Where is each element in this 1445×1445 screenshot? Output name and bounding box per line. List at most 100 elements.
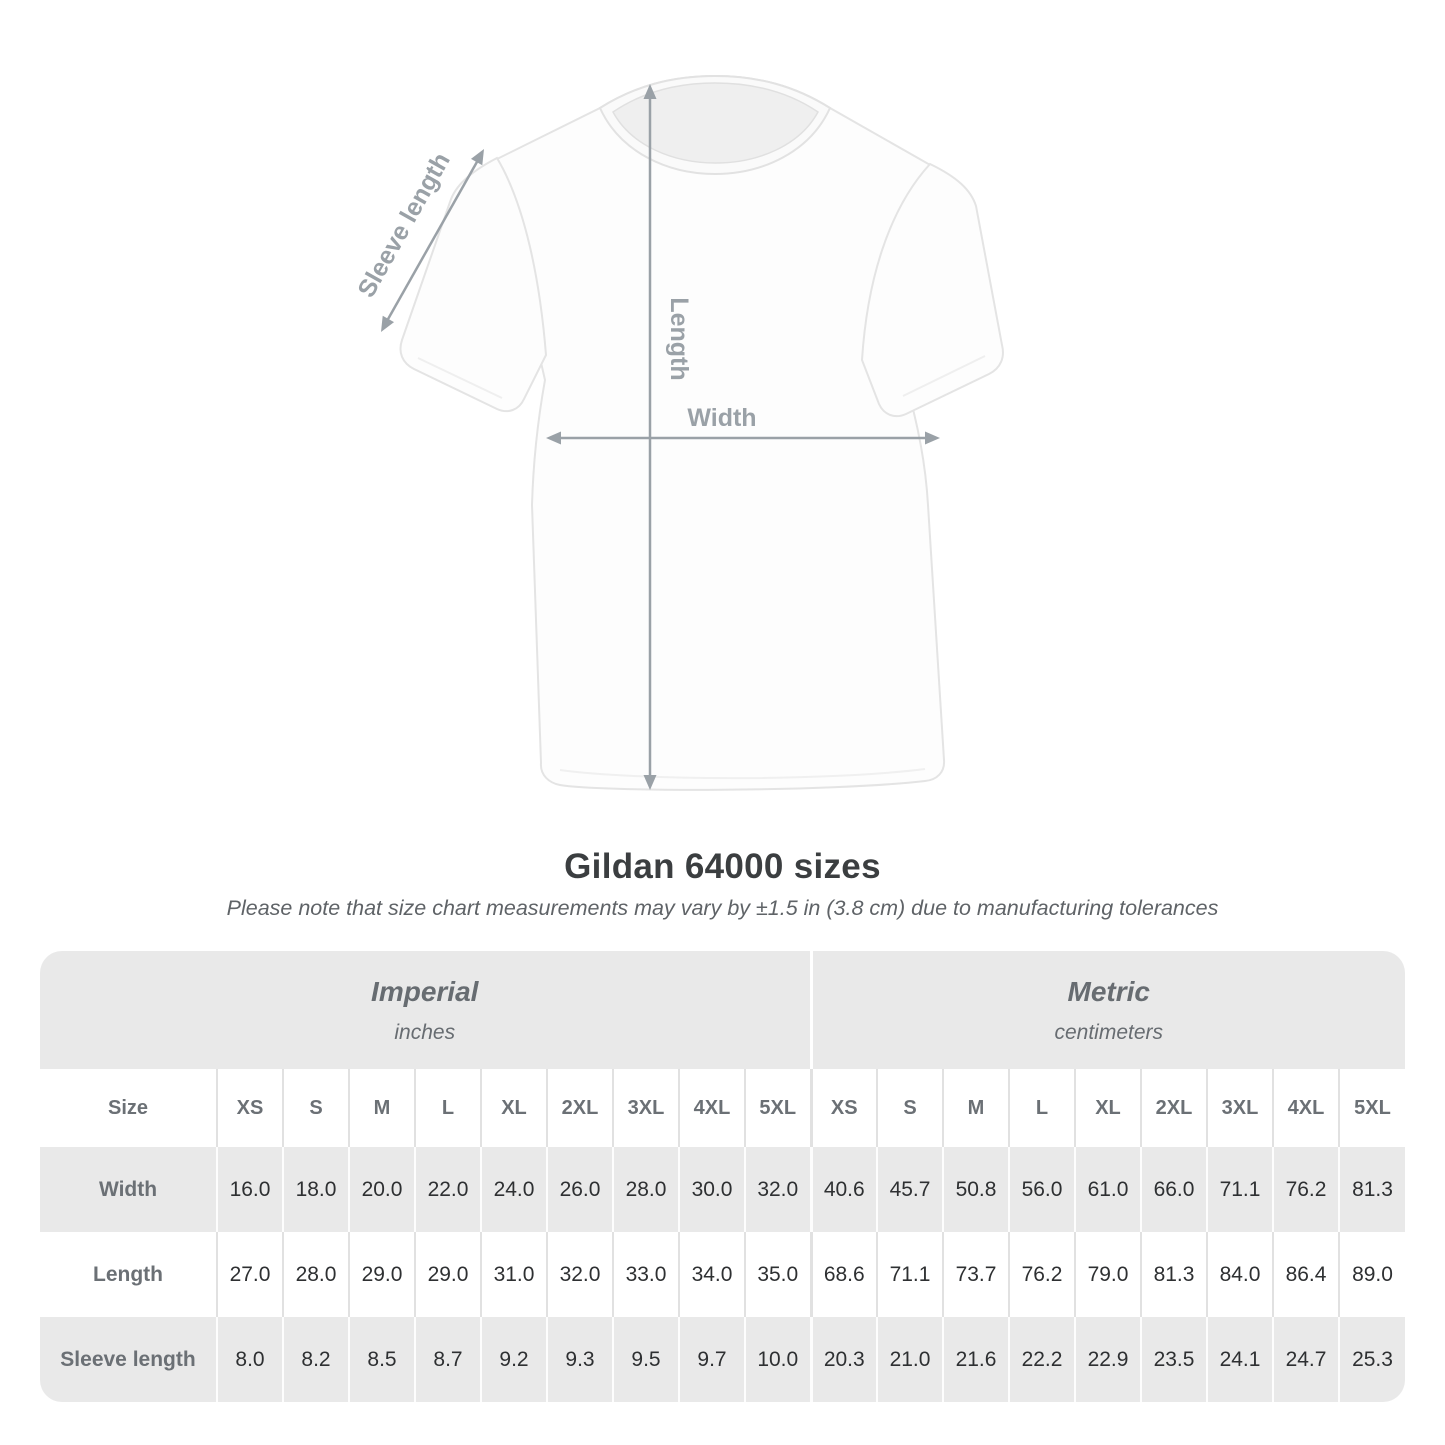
width-label: Width [687,404,756,432]
imperial-header: Imperial inches [40,951,811,1069]
measurement-cell: 10.0 [744,1317,811,1402]
tshirt-left-sleeve [399,156,548,413]
measurement-cell: 29.0 [414,1232,481,1317]
measurement-cell: 22.9 [1074,1317,1141,1402]
measurement-cell: 73.7 [942,1232,1009,1317]
hem-seam [559,768,926,780]
size-header-metric-2xl: 2XL [1140,1069,1207,1147]
size-header-imperial-l: L [414,1069,481,1147]
measurement-cell: 21.0 [876,1317,943,1402]
size-table-head: Imperial inches Metric centimeters Size XS S M L… [40,951,1405,1147]
measurement-cell: 28.0 [612,1147,679,1232]
table-row: Length 27.0 28.0 29.0 29.0 31.0 32.0 33.0 34.0 35… [40,1232,1405,1317]
right-cuff-seam [902,355,986,397]
measurement-cell: 76.2 [1008,1232,1075,1317]
tolerance-note: Please note that size chart measurements… [226,896,1219,920]
size-header-imperial-5xl: 5XL [744,1069,811,1147]
measurement-cell: 8.0 [216,1317,283,1402]
tshirt-right-sleeve [860,162,1004,418]
unit-group-label: Imperial [371,975,479,1007]
measurement-cell: 20.0 [348,1147,415,1232]
measurement-cell: 89.0 [1338,1232,1405,1317]
measurement-cell: 79.0 [1074,1232,1141,1317]
collar-opening [612,82,819,164]
unit-header-row: Imperial inches Metric centimeters [40,951,1405,1069]
table-row: Sleeve length 8.0 8.2 8.5 8.7 9.2 9.3 9.5 9.7 10.… [40,1317,1405,1402]
measurement-cell: 32.0 [744,1147,811,1232]
title-block: Gildan 64000 sizes Please note that size… [0,847,1445,921]
page-title: Gildan 64000 sizes [564,847,881,886]
left-cuff-seam [417,357,503,399]
size-header-imperial-xl: XL [480,1069,547,1147]
table-row: Width 16.0 18.0 20.0 22.0 24.0 26.0 28.0 30.0 32.… [40,1147,1405,1232]
size-header-metric-m: M [942,1069,1009,1147]
size-header-metric-4xl: 4XL [1272,1069,1339,1147]
measurement-cell: 8.2 [282,1317,349,1402]
measurement-cell: 22.0 [414,1147,481,1232]
tshirt-measurement-diagram: Sleeve length Length Width [352,74,1004,791]
measurement-cell: 9.7 [678,1317,745,1402]
measurement-cell: 21.6 [942,1317,1009,1402]
measurement-cell: 68.6 [809,1232,877,1317]
measurement-cell: 18.0 [282,1147,349,1232]
measurement-cell: 27.0 [216,1232,283,1317]
measurement-cell: 24.1 [1206,1317,1273,1402]
size-table: Imperial inches Metric centimeters Size XS S M L… [40,951,1405,1402]
size-table-container: Imperial inches Metric centimeters Size XS S M L… [40,951,1405,1402]
size-header-imperial-m: M [348,1069,415,1147]
measurement-cell: 35.0 [744,1232,811,1317]
measurement-cell: 45.7 [876,1147,943,1232]
size-table-body: Width 16.0 18.0 20.0 22.0 24.0 26.0 28.0 30.0 32.… [40,1147,1405,1402]
unit-group-label: Metric [1067,975,1150,1007]
size-header-metric-l: L [1008,1069,1075,1147]
measurement-cell: 26.0 [546,1147,613,1232]
metric-header: Metric centimeters [809,951,1405,1069]
measurement-cell: 61.0 [1074,1147,1141,1232]
size-header-row: Size XS S M L XL 2XL 3XL 4XL 5XL XS S M L XL 2XL 3XL 4XL 5… [40,1069,1405,1147]
measurement-cell: 8.7 [414,1317,481,1402]
measurement-cell: 84.0 [1206,1232,1273,1317]
width-arrow [546,431,940,445]
row-label: Sleeve length [60,1347,196,1371]
sleeve-length-arrow [381,149,484,332]
unit-group-sublabel: inches [394,1020,456,1044]
measurement-cell: 28.0 [282,1232,349,1317]
row-label: Length [93,1262,163,1286]
measurement-cell: 30.0 [678,1147,745,1232]
tshirt-graphic [399,74,1004,791]
measurement-cell: 9.3 [546,1317,613,1402]
size-header-imperial-s: S [282,1069,349,1147]
size-header-imperial-4xl: 4XL [678,1069,745,1147]
measurement-cell: 71.1 [876,1232,943,1317]
measurement-cell: 81.3 [1338,1147,1405,1232]
size-header-metric-xl: XL [1074,1069,1141,1147]
measurement-cell: 9.2 [480,1317,547,1402]
unit-group-sublabel: centimeters [1054,1020,1164,1044]
size-header-imperial-3xl: 3XL [612,1069,679,1147]
size-header-metric-3xl: 3XL [1206,1069,1273,1147]
measurement-cell: 24.7 [1272,1317,1339,1402]
size-header-imperial-2xl: 2XL [546,1069,613,1147]
measurement-cell: 29.0 [348,1232,415,1317]
measurement-cell: 33.0 [612,1232,679,1317]
size-header-metric-s: S [876,1069,943,1147]
size-column-header: Size [107,1096,149,1119]
length-label: Length [665,297,693,380]
measurement-cell: 25.3 [1338,1317,1405,1402]
measurement-cell: 23.5 [1140,1317,1207,1402]
size-header-metric-5xl: 5XL [1338,1069,1405,1147]
measurement-cell: 22.2 [1008,1317,1075,1402]
size-header-imperial-xs: XS [216,1069,283,1147]
measurement-cell: 16.0 [216,1147,283,1232]
tshirt-body [493,74,946,791]
measurement-cell: 34.0 [678,1232,745,1317]
measurement-cell: 71.1 [1206,1147,1273,1232]
measurement-cell: 86.4 [1272,1232,1339,1317]
measurement-cell: 76.2 [1272,1147,1339,1232]
measurement-cell: 32.0 [546,1232,613,1317]
measurement-cell: 9.5 [612,1317,679,1402]
measurement-cell: 40.6 [809,1147,877,1232]
measurement-cell: 31.0 [480,1232,547,1317]
measurement-cell: 56.0 [1008,1147,1075,1232]
